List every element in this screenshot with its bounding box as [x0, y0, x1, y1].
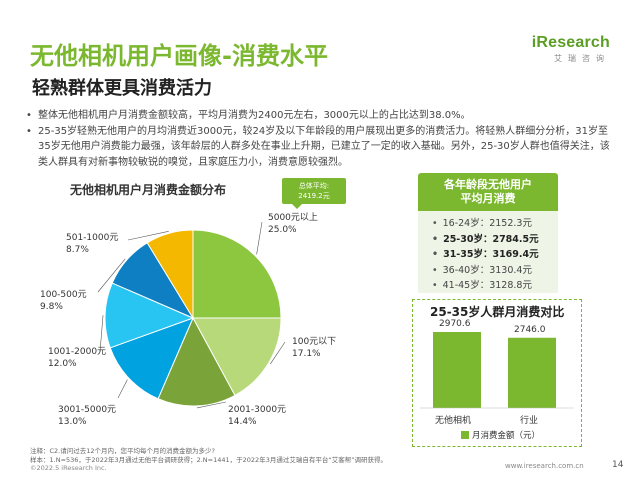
- footnote-2: 样本：1.N=536，于2022年3月通过无他平台调研获得；2.N=1441，于…: [30, 456, 388, 464]
- bar-0: [433, 332, 481, 408]
- bar-chart-title: 25-35岁人群月消费对比: [430, 305, 565, 319]
- pie-label-category: 1001-2000元: [48, 347, 107, 357]
- pie-slice-0: [192, 229, 282, 319]
- bullet-2: 25-35岁轻熟无他用户的月均消费近3000元，较24岁及以下年龄段的用户展现出…: [26, 124, 616, 171]
- legend-swatch: [461, 431, 469, 439]
- age-row: 25-30岁：2784.5元: [432, 231, 539, 245]
- age-row: 31-35岁：3169.4元: [432, 246, 539, 260]
- footnote-1: 注释：C2.请问过去12个月内，您平均每个月的消费金额为多少?: [30, 447, 215, 455]
- pie-label-percent: 12.0%: [48, 359, 77, 369]
- pie-label-percent: 14.4%: [228, 417, 257, 427]
- pie-label-6: 501-1000元 8.7%: [66, 232, 118, 256]
- pie-label-category: 100元以下: [292, 337, 337, 347]
- pie-chart-title: 无他相机用户月消费金额分布: [70, 183, 227, 197]
- age-table-title-2: 平均月消费: [460, 192, 516, 205]
- bar-1: [508, 337, 556, 408]
- pie-slice-1: [192, 317, 282, 397]
- bullet-1: 整体无他相机用户月消费金额较高，平均月消费为2400元左右，3000元以上的占比…: [26, 108, 616, 124]
- pie-label-percent: 25.0%: [268, 225, 297, 235]
- pie-label-0: 5000元以上 25.0%: [268, 212, 318, 236]
- average-badge-value: 2419.2元: [298, 192, 330, 200]
- bar-category-label: 无他相机: [435, 416, 472, 426]
- average-badge: 总体平均: 2419.2元: [282, 178, 346, 209]
- pie-leader-5: [97, 258, 126, 293]
- pie-label-percent: 17.1%: [292, 349, 321, 359]
- pie-label-percent: 13.0%: [58, 417, 87, 427]
- pie-label-5: 100-500元 9.8%: [40, 289, 87, 313]
- pie-leader-0: [256, 221, 263, 255]
- bar-value-label: 2746.0: [514, 324, 546, 335]
- pie-slice-3: [109, 317, 194, 400]
- pie-leader-3: [117, 379, 128, 399]
- page-number: 14: [612, 460, 624, 470]
- pie-leader-6: [127, 231, 169, 241]
- comparison-box: [412, 299, 582, 447]
- average-badge-label: 总体平均:: [298, 182, 330, 190]
- age-row: 41-45岁：3128.8元: [432, 277, 532, 291]
- age-table-title-1: 各年龄段无他用户: [444, 178, 532, 191]
- pie-label-category: 3001-5000元: [58, 405, 117, 415]
- logo-text: iResearch: [531, 34, 610, 51]
- page-subtitle: 轻熟群体更具消费活力: [32, 78, 212, 99]
- pie-label-2: 2001-3000元 14.4%: [228, 404, 286, 428]
- age-table: 16-24岁：2152.3元 25-30岁：2784.5元31-35岁：3169.…: [418, 211, 558, 293]
- pie-leader-4: [99, 315, 104, 353]
- pie-label-percent: 8.7%: [66, 245, 89, 255]
- logo-cn-text: 艾瑞咨询: [554, 54, 610, 63]
- pie-label-3: 3001-5000元 13.0%: [58, 404, 116, 428]
- pie-leader-2: [196, 401, 227, 409]
- legend-label: 月消费金额（元）: [472, 431, 541, 441]
- pie-label-1: 100元以下 17.1%: [292, 336, 336, 360]
- pie-slice-4: [104, 282, 195, 349]
- pie-label-4: 1001-2000元 12.0%: [48, 346, 106, 370]
- copyright: ©2022.5 iResearch Inc.: [30, 464, 107, 472]
- page-title: 无他相机用户画像-消费水平: [30, 42, 328, 70]
- age-row: 36-40岁：3130.4元: [432, 262, 532, 276]
- pie-label-category: 501-1000元: [66, 233, 119, 243]
- website: www.iresearch.com.cn: [505, 462, 584, 470]
- pie-leader-1: [270, 341, 286, 365]
- bar-value-label: 2970.6: [439, 319, 471, 329]
- iresearch-logo: iResearch 艾瑞咨询: [520, 34, 610, 64]
- summary-bullets: 整体无他相机用户月消费金额较高，平均月消费为2400元左右，3000元以上的占比…: [26, 108, 616, 170]
- age-row: 16-24岁：2152.3元: [432, 215, 532, 229]
- age-table-header: 各年龄段无他用户 平均月消费: [418, 173, 558, 211]
- pie-label-category: 2001-3000元: [228, 405, 287, 415]
- pie-slice-6: [146, 229, 194, 320]
- pie-label-category: 5000元以上: [268, 213, 318, 223]
- bar-category-label: 行业: [520, 416, 539, 426]
- pie-label-percent: 9.8%: [40, 302, 63, 312]
- pie-label-category: 100-500元: [40, 290, 87, 300]
- pie-slice-2: [157, 316, 236, 407]
